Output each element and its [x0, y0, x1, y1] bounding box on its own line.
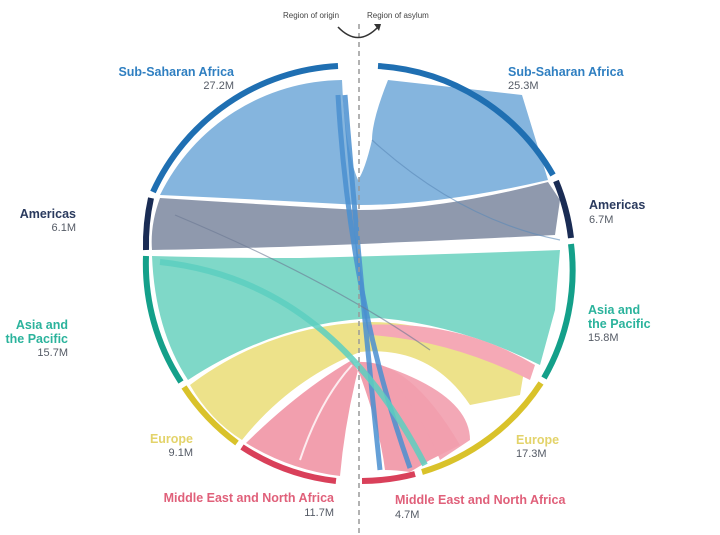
arc-asylum-americas — [553, 179, 574, 239]
asylum-europe-label: Europe — [516, 433, 560, 447]
asylum-asia-label-line1: Asia and — [588, 303, 641, 317]
ribbon-ssa-ssa — [160, 80, 548, 205]
arc-origin-americas — [142, 197, 154, 251]
origin-asia-label-line1: Asia and — [15, 318, 68, 332]
asylum-americas-value: 6.7M — [589, 214, 614, 226]
arc-origin-ssa — [150, 63, 339, 194]
ribbon-asia-asia — [152, 250, 560, 380]
origin-europe-value: 9.1M — [168, 447, 193, 459]
ribbons — [151, 80, 561, 476]
asylum-mena-value: 4.7M — [395, 509, 420, 521]
arc-asylum-europe — [421, 381, 544, 475]
origin-mena-value: 11.7M — [304, 507, 334, 519]
origin-asia-label-line2: the Pacific — [5, 332, 68, 346]
flow-asia-europe — [159, 259, 428, 467]
outer-ring — [142, 63, 576, 484]
flow-ssa-thin — [371, 139, 561, 241]
asylum-mena-label: Middle East and North Africa — [395, 493, 566, 507]
ribbon-mena-mena — [352, 361, 470, 460]
asylum-asia-value: 15.8M — [588, 332, 619, 344]
origin-header: Region of origin — [283, 11, 340, 20]
asylum-header: Region of asylum — [367, 11, 429, 20]
asylum-ssa-label: Sub-Saharan Africa — [508, 65, 624, 79]
flow-americas-thin — [174, 214, 431, 351]
origin-ssa-value: 27.2M — [203, 80, 234, 92]
origin-asia-value: 15.7M — [37, 347, 68, 359]
asylum-americas-label: Americas — [589, 198, 646, 212]
origin-mena-label: Middle East and North Africa — [163, 491, 334, 505]
origin-europe-label: Europe — [149, 432, 193, 446]
origin-americas-value: 6.1M — [51, 222, 76, 234]
arc-origin-europe — [181, 385, 239, 446]
ribbon-europe-europe — [190, 322, 525, 440]
arc-asylum-asia — [541, 243, 576, 380]
arc-origin-mena — [240, 444, 337, 484]
flow-mena-thin — [299, 364, 353, 461]
arc-asylum-ssa — [377, 63, 556, 177]
arc-asylum-mena — [361, 471, 416, 484]
asylum-ssa-value: 25.3M — [508, 80, 539, 92]
origin-americas-label: Americas — [19, 207, 76, 221]
asylum-asia-label-line2: the Pacific — [588, 317, 651, 331]
origin-ssa-label: Sub-Saharan Africa — [118, 65, 234, 79]
direction-arrow-icon — [337, 26, 379, 39]
flow-ssa-europe — [335, 94, 413, 469]
arc-origin-asia — [142, 255, 184, 384]
ribbon-asia-edge-pink — [365, 324, 535, 380]
asylum-europe-value: 17.3M — [516, 448, 547, 460]
arrow-head-icon — [374, 24, 381, 31]
